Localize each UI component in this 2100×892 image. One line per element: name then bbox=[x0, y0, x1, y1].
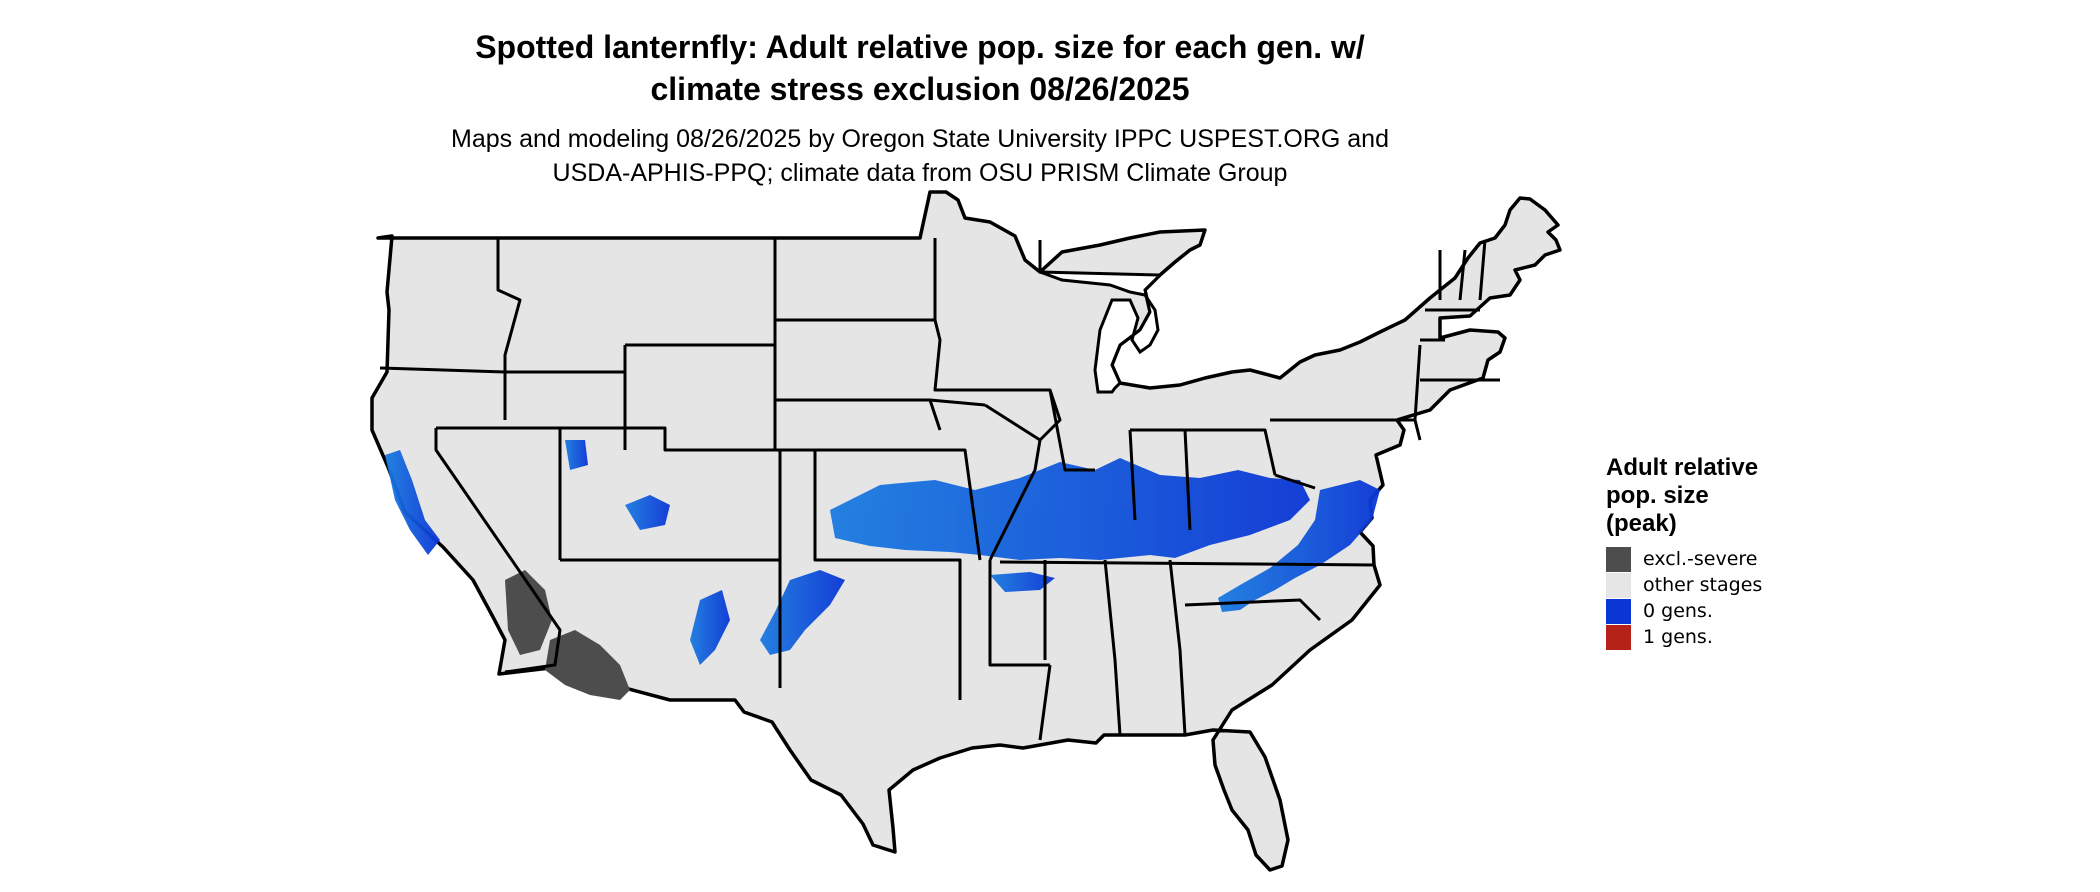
legend-title-line-1: Adult relative bbox=[1606, 454, 1759, 481]
legend-items: excl.-severe other stages 0 gens. 1 gens… bbox=[1606, 546, 1806, 650]
map-subtitle: Maps and modeling 08/26/2025 by Oregon S… bbox=[0, 122, 1840, 190]
legend-item-excl-severe: excl.-severe bbox=[1606, 546, 1806, 572]
legend: Adult relative pop. size (peak) excl.-se… bbox=[1606, 454, 1806, 650]
legend-item-1-gens: 1 gens. bbox=[1606, 624, 1806, 650]
legend-swatch-1-gens bbox=[1606, 624, 1631, 650]
legend-swatch-other-stages bbox=[1606, 572, 1631, 598]
map-subtitle-line-2: USDA-APHIS-PPQ; climate data from OSU PR… bbox=[552, 159, 1288, 187]
legend-title-line-2: pop. size bbox=[1606, 482, 1709, 509]
zone-0-gens bbox=[385, 440, 1380, 665]
map-title-line-2: climate stress exclusion 08/26/2025 bbox=[650, 71, 1190, 107]
legend-item-0-gens: 0 gens. bbox=[1606, 598, 1806, 624]
legend-item-other-stages: other stages bbox=[1606, 572, 1806, 598]
zone-arizona-excl bbox=[545, 630, 630, 700]
zone-arkansas bbox=[990, 572, 1055, 592]
legend-title: Adult relative pop. size (peak) bbox=[1606, 454, 1806, 538]
legend-label-other-stages: other stages bbox=[1643, 574, 1763, 596]
legend-label-excl-severe: excl.-severe bbox=[1643, 548, 1758, 570]
zone-nevada-excl bbox=[505, 570, 552, 655]
zone-colorado-plateau bbox=[625, 495, 670, 530]
legend-swatch-excl-severe bbox=[1606, 546, 1631, 572]
great-lakes bbox=[1039, 270, 1164, 394]
legend-label-1-gens: 1 gens. bbox=[1643, 626, 1713, 648]
legend-label-0-gens: 0 gens. bbox=[1643, 600, 1713, 622]
zone-new-mexico bbox=[690, 590, 730, 665]
map-subtitle-line-1: Maps and modeling 08/26/2025 by Oregon S… bbox=[451, 125, 1389, 153]
legend-title-line-3: (peak) bbox=[1606, 510, 1677, 537]
zone-virginia bbox=[1218, 480, 1380, 612]
zone-excl-severe bbox=[505, 570, 630, 700]
map-title: Spotted lanternfly: Adult relative pop. … bbox=[0, 26, 1840, 110]
zone-central-band bbox=[830, 458, 1310, 560]
legend-swatch-0-gens bbox=[1606, 598, 1631, 624]
zone-california bbox=[385, 450, 440, 555]
map-title-line-1: Spotted lanternfly: Adult relative pop. … bbox=[475, 29, 1365, 65]
state-borders bbox=[379, 238, 1500, 741]
zone-utah bbox=[565, 440, 588, 470]
